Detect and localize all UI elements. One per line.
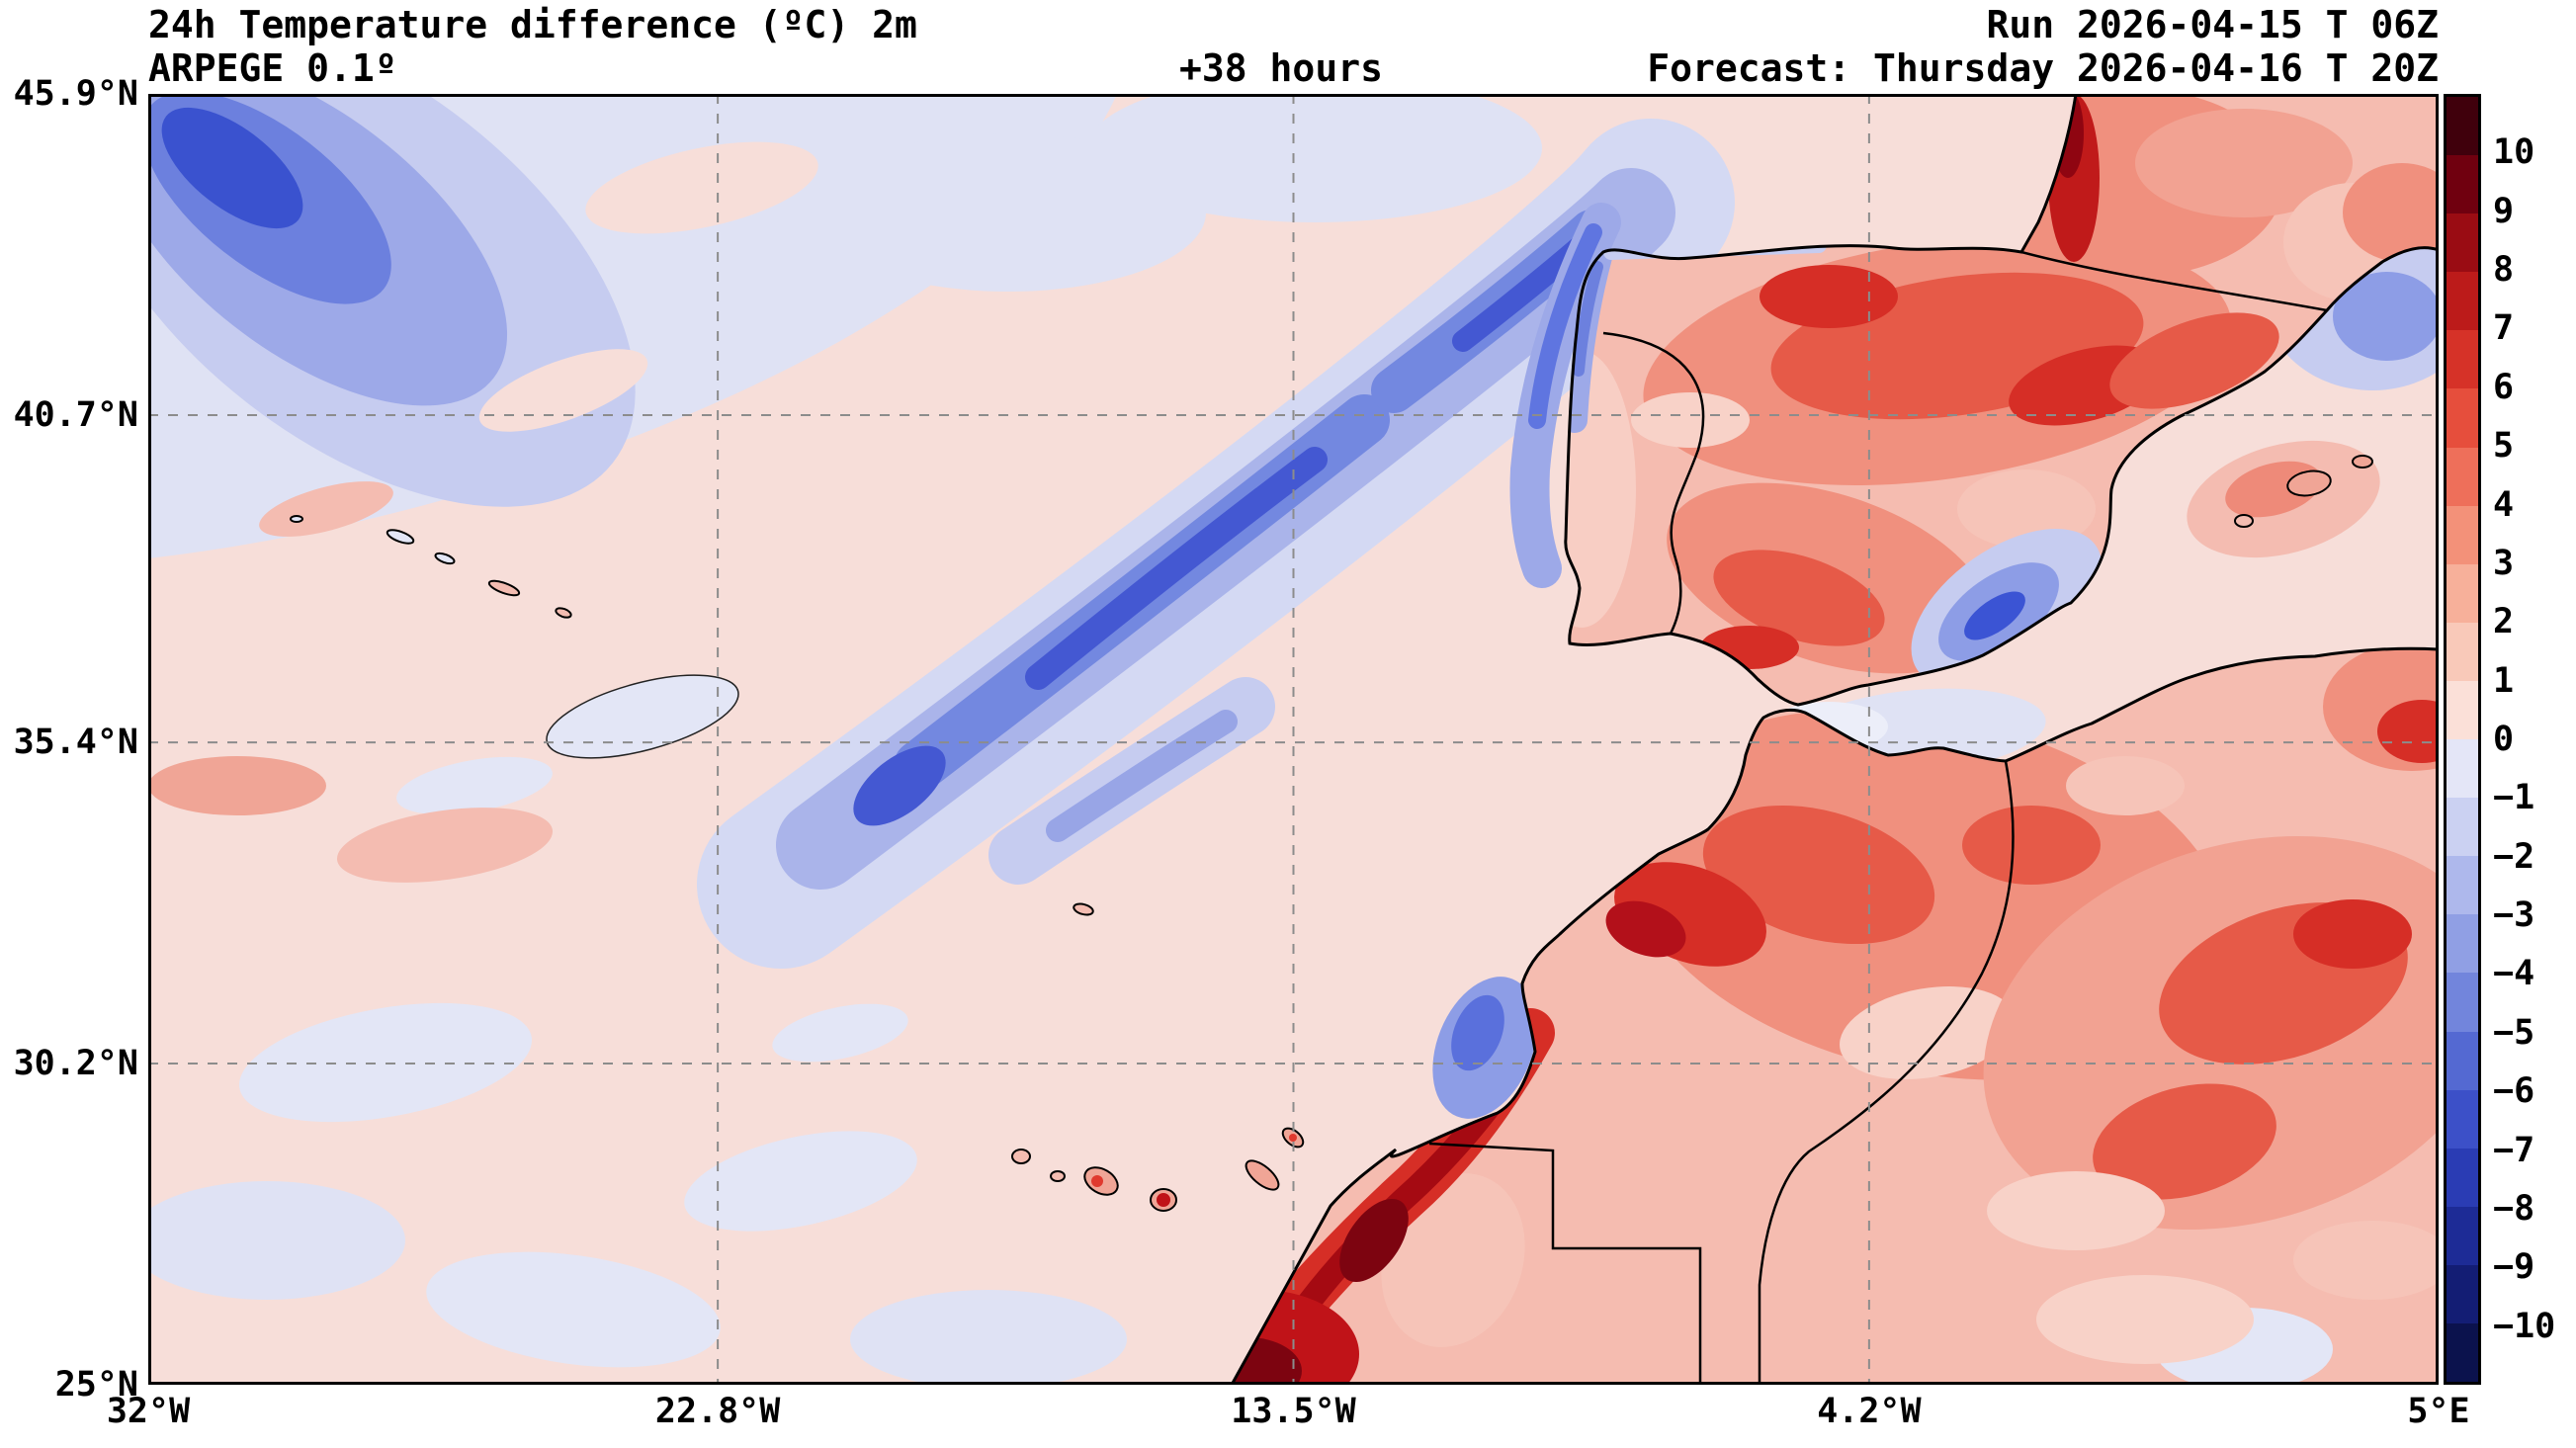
colorbar-segment <box>2447 1089 2478 1149</box>
colorbar-segment <box>2447 739 2478 799</box>
x-tick-label: 32°W <box>106 1392 191 1431</box>
colorbar-tick-label: 5 <box>2493 426 2515 467</box>
islands <box>290 455 2373 1212</box>
colorbar-segment <box>2447 155 2478 214</box>
colorbar-segment <box>2447 330 2478 389</box>
colorbar-segment <box>2447 1322 2478 1383</box>
colorbar-segment <box>2447 914 2478 974</box>
colorbar-segment <box>2447 447 2478 506</box>
forecast-label: Forecast: Thursday 2026-04-16 T 20Z <box>1647 46 2439 90</box>
colorbar-tick-label: 6 <box>2493 367 2515 407</box>
x-tick-label: 4.2°W <box>1817 1392 1922 1431</box>
colorbar-tick-label: −1 <box>2493 778 2535 818</box>
plot-frame <box>148 94 2439 1385</box>
y-tick-label: 30.2°N <box>13 1044 138 1084</box>
colorbar-segment <box>2447 973 2478 1032</box>
x-tick-label: 22.8°W <box>654 1392 781 1431</box>
colorbar-tick-label: −9 <box>2493 1247 2535 1288</box>
colorbar-segment <box>2447 388 2478 448</box>
colorbar-segment <box>2447 213 2478 273</box>
colorbar-segment <box>2447 680 2478 740</box>
colorbar-tick-label: −10 <box>2493 1306 2556 1346</box>
model-label: ARPEGE 0.1º <box>148 46 397 90</box>
colorbar-tick-label: −5 <box>2493 1012 2535 1053</box>
colorbar-tick-label: 1 <box>2493 660 2515 701</box>
colorbar-segment <box>2447 1031 2478 1090</box>
colorbar-tick-label: 2 <box>2493 602 2515 642</box>
country-borders <box>1428 250 2328 1385</box>
colorbar-tick-label: 7 <box>2493 308 2515 349</box>
colorbar-tick-label: −3 <box>2493 895 2535 936</box>
colorbar-tick-label: 0 <box>2493 720 2515 759</box>
colorbar-segment <box>2447 505 2478 564</box>
lead-time-label: +38 hours <box>1179 46 1383 90</box>
x-tick-label: 13.5°W <box>1231 1392 1356 1431</box>
iberia-warm-field <box>1565 94 2439 705</box>
colorbar-tick-label: 10 <box>2493 132 2535 173</box>
colorbar-segment <box>2447 97 2478 156</box>
colorbar-tick-label: 3 <box>2493 543 2515 583</box>
colorbar-segment <box>2447 1206 2478 1265</box>
colorbar-tick-label: 4 <box>2493 484 2515 525</box>
colorbar-tick-label: −4 <box>2493 954 2535 994</box>
colorbar-segment <box>2447 622 2478 681</box>
colorbar <box>2444 94 2481 1385</box>
map-plot-area <box>148 94 2439 1385</box>
colorbar-tick-label: −8 <box>2493 1188 2535 1229</box>
colorbar-tick-label: −6 <box>2493 1071 2535 1112</box>
colorbar-segment <box>2447 563 2478 623</box>
y-tick-label: 35.4°N <box>13 723 138 763</box>
colorbar-segment <box>2447 1264 2478 1323</box>
y-tick-label: 25°N <box>54 1365 138 1405</box>
colorbar-tick-label: 8 <box>2493 250 2515 291</box>
colorbar-segment <box>2447 798 2478 857</box>
grid-layer <box>148 94 2439 1385</box>
run-label: Run 2026-04-15 T 06Z <box>1986 3 2439 46</box>
y-tick-label: 40.7°N <box>13 394 138 435</box>
colorbar-tick-label: 9 <box>2493 191 2515 231</box>
colorbar-tick-label: −7 <box>2493 1130 2535 1170</box>
y-tick-label: 45.9°N <box>13 74 138 114</box>
temperature-difference-map <box>148 94 2439 1385</box>
chart-title: 24h Temperature difference (ºC) 2m <box>148 3 917 46</box>
colorbar-segment <box>2447 856 2478 915</box>
colorbar-segment <box>2447 1148 2478 1207</box>
x-tick-label: 5°E <box>2407 1392 2470 1431</box>
colorbar-tick-label: −2 <box>2493 836 2535 877</box>
colorbar-segment <box>2447 272 2478 331</box>
